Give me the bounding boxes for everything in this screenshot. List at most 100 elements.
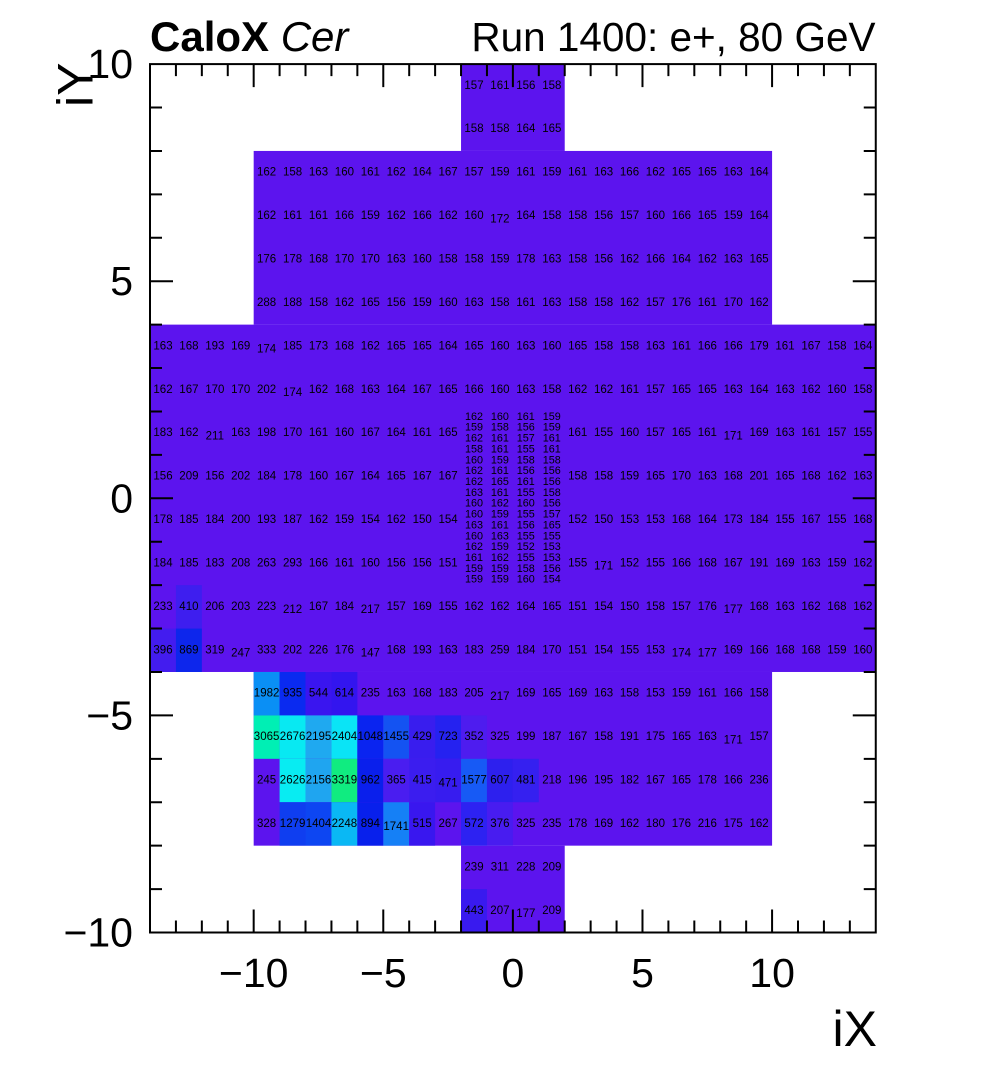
svg-text:156: 156: [387, 297, 406, 309]
svg-text:158: 158: [594, 471, 613, 483]
svg-text:166: 166: [724, 340, 743, 352]
svg-text:163: 163: [775, 427, 794, 439]
svg-text:159: 159: [672, 688, 691, 700]
svg-text:166: 166: [672, 557, 691, 569]
svg-text:162: 162: [464, 601, 483, 613]
svg-text:207: 207: [490, 905, 509, 917]
svg-text:162: 162: [309, 514, 328, 526]
svg-text:443: 443: [464, 905, 483, 917]
svg-text:165: 165: [542, 688, 561, 700]
svg-text:187: 187: [542, 731, 561, 743]
svg-text:156: 156: [413, 557, 432, 569]
svg-text:157: 157: [517, 433, 535, 445]
svg-text:158: 158: [464, 254, 483, 266]
svg-text:158: 158: [594, 297, 613, 309]
svg-text:228: 228: [516, 861, 535, 873]
svg-text:163: 163: [387, 254, 406, 266]
svg-text:163: 163: [439, 644, 458, 656]
svg-text:159: 159: [465, 422, 483, 434]
svg-text:183: 183: [439, 688, 458, 700]
svg-text:173: 173: [724, 514, 743, 526]
svg-text:183: 183: [205, 557, 224, 569]
svg-text:365: 365: [387, 775, 406, 787]
svg-text:167: 167: [413, 384, 432, 396]
svg-text:167: 167: [724, 557, 743, 569]
svg-text:544: 544: [309, 688, 329, 700]
svg-text:159: 159: [490, 254, 509, 266]
svg-text:184: 184: [153, 557, 173, 569]
svg-text:165: 165: [464, 340, 483, 352]
svg-text:167: 167: [439, 471, 458, 483]
svg-text:157: 157: [464, 167, 483, 179]
svg-text:161: 161: [465, 552, 483, 564]
svg-text:161: 161: [335, 557, 354, 569]
svg-text:168: 168: [724, 471, 743, 483]
svg-text:168: 168: [309, 254, 328, 266]
svg-text:168: 168: [413, 688, 432, 700]
svg-text:3065: 3065: [254, 731, 280, 743]
svg-text:2156: 2156: [306, 775, 332, 787]
svg-text:156: 156: [543, 465, 561, 477]
svg-text:169: 169: [568, 688, 587, 700]
svg-text:156: 156: [205, 471, 224, 483]
svg-text:157: 157: [464, 80, 483, 92]
svg-text:471: 471: [439, 778, 458, 790]
svg-text:159: 159: [620, 471, 639, 483]
svg-text:165: 165: [750, 254, 769, 266]
svg-text:869: 869: [179, 644, 198, 656]
svg-text:163: 163: [516, 384, 535, 396]
svg-text:154: 154: [594, 644, 614, 656]
svg-text:155: 155: [517, 487, 535, 499]
svg-text:167: 167: [801, 340, 820, 352]
svg-text:235: 235: [542, 818, 561, 830]
svg-text:156: 156: [387, 557, 406, 569]
svg-text:158: 158: [750, 688, 769, 700]
svg-text:179: 179: [750, 340, 769, 352]
svg-text:169: 169: [775, 557, 794, 569]
svg-text:178: 178: [698, 775, 717, 787]
svg-text:163: 163: [775, 384, 794, 396]
svg-text:162: 162: [491, 552, 509, 564]
svg-text:−5: −5: [360, 950, 407, 996]
svg-text:202: 202: [283, 644, 302, 656]
svg-text:178: 178: [568, 818, 587, 830]
svg-text:175: 175: [724, 818, 743, 830]
svg-text:160: 160: [335, 167, 354, 179]
svg-text:410: 410: [179, 601, 198, 613]
svg-text:166: 166: [413, 210, 432, 222]
svg-text:166: 166: [620, 167, 639, 179]
svg-text:159: 159: [491, 541, 509, 553]
svg-text:163: 163: [724, 384, 743, 396]
svg-text:158: 158: [620, 340, 639, 352]
svg-text:164: 164: [439, 340, 459, 352]
svg-text:325: 325: [490, 731, 509, 743]
svg-text:159: 159: [413, 297, 432, 309]
svg-text:163: 163: [542, 254, 561, 266]
svg-text:195: 195: [594, 775, 613, 787]
svg-text:216: 216: [698, 818, 717, 830]
svg-text:155: 155: [517, 530, 535, 542]
svg-text:168: 168: [698, 557, 717, 569]
svg-text:158: 158: [568, 471, 587, 483]
svg-text:156: 156: [517, 422, 535, 434]
svg-text:167: 167: [361, 427, 380, 439]
svg-text:163: 163: [491, 530, 509, 542]
svg-text:162: 162: [309, 384, 328, 396]
svg-text:185: 185: [283, 340, 302, 352]
svg-text:163: 163: [698, 471, 717, 483]
svg-text:188: 188: [283, 297, 302, 309]
svg-text:157: 157: [750, 731, 769, 743]
svg-text:481: 481: [516, 775, 535, 787]
svg-text:150: 150: [413, 514, 432, 526]
svg-text:1577: 1577: [461, 775, 487, 787]
svg-text:178: 178: [283, 254, 302, 266]
svg-text:177: 177: [698, 648, 717, 660]
svg-text:163: 163: [231, 427, 250, 439]
svg-text:170: 170: [672, 471, 691, 483]
svg-text:267: 267: [439, 818, 458, 830]
svg-text:156: 156: [594, 210, 613, 222]
svg-text:325: 325: [516, 818, 535, 830]
svg-text:170: 170: [231, 384, 250, 396]
svg-text:168: 168: [801, 471, 820, 483]
svg-text:170: 170: [335, 254, 354, 266]
